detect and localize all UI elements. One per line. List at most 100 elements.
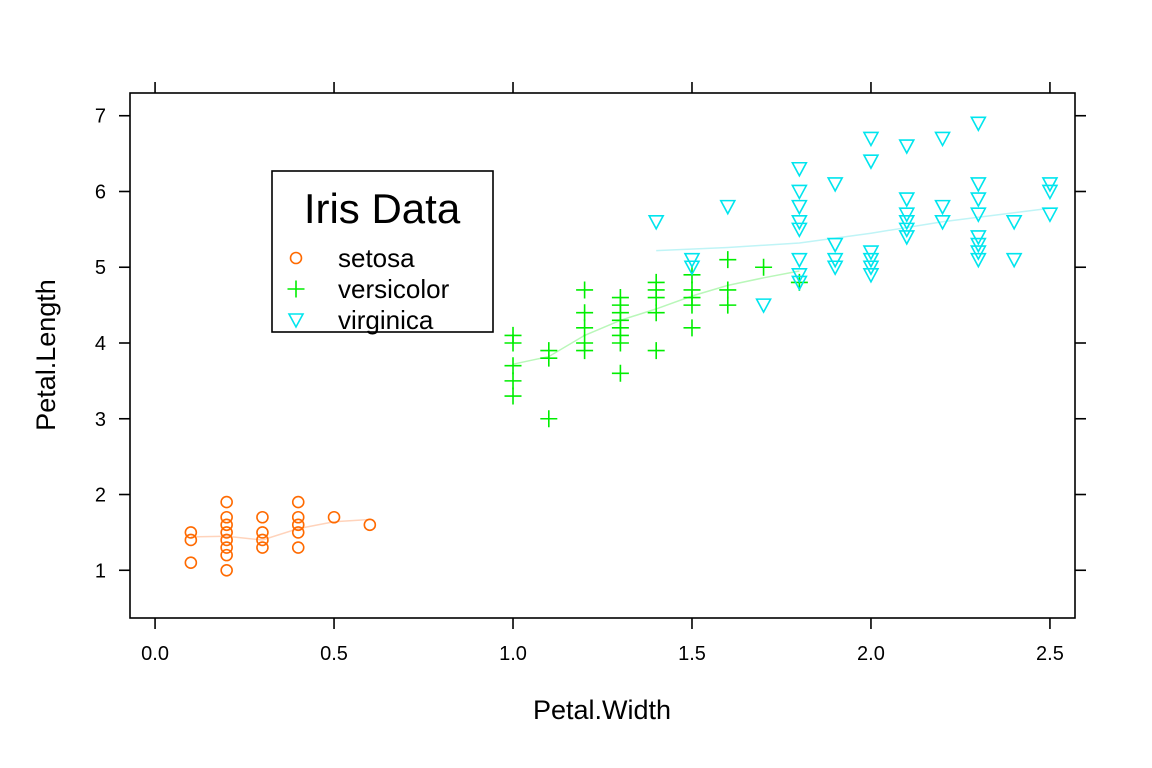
virginica-point [826, 252, 844, 269]
setosa-point [220, 526, 233, 539]
virginica-point [898, 222, 916, 239]
virginica-point [1005, 252, 1023, 269]
setosa-point [256, 510, 269, 524]
versicolor-point [647, 342, 665, 360]
virginica-point [970, 116, 987, 132]
setosa-point [291, 541, 305, 554]
virginica-smooth-line [656, 207, 1050, 252]
virginica-point [934, 199, 951, 216]
versicolor-point [576, 342, 594, 360]
versicolor-point [504, 357, 522, 375]
virginica-point [862, 131, 880, 148]
virginica-point [1041, 184, 1059, 201]
x-tick-label: 1.5 [678, 643, 706, 665]
setosa-point [291, 495, 305, 509]
setosa-point [184, 526, 198, 539]
versicolor-point [576, 319, 594, 337]
versicolor-point [683, 319, 701, 337]
versicolor-point [540, 410, 558, 428]
virginica-point [970, 207, 987, 223]
virginica-point [791, 184, 808, 201]
setosa-point [256, 541, 269, 554]
setosa-point [327, 510, 341, 524]
setosa-point [184, 533, 198, 547]
setosa-point [220, 495, 233, 509]
x-tick-label: 1.0 [499, 643, 527, 665]
setosa-point [291, 526, 305, 539]
virginica-point [862, 252, 880, 269]
virginica-point [970, 237, 987, 254]
versicolor-point [504, 372, 522, 390]
legend-virginica-label: virginica [338, 305, 434, 335]
plot-frame [129, 92, 1076, 619]
y-tick-label: 3 [95, 409, 106, 431]
versicolor-point [719, 281, 737, 299]
setosa-point [220, 510, 233, 524]
legend-setosa-label: setosa [338, 243, 415, 273]
virginica-point [898, 207, 916, 223]
x-tick-label: 0.0 [141, 643, 169, 665]
legend-box [271, 170, 494, 333]
versicolor-point [504, 334, 522, 352]
virginica-point [934, 214, 951, 231]
virginica-point [898, 192, 916, 208]
virginica-point [826, 260, 844, 276]
virginica-point [862, 260, 880, 276]
virginica-point [970, 230, 987, 246]
y-tick-label: 4 [95, 333, 106, 355]
virginica-point [970, 192, 987, 208]
versicolor-point [755, 258, 773, 276]
versicolor-point [576, 281, 594, 299]
setosa-point [220, 518, 233, 532]
virginica-point [1041, 177, 1059, 193]
virginica-point [862, 154, 880, 170]
x-tick-label: 2.0 [857, 643, 885, 665]
legend-virginica-marker [287, 313, 305, 329]
setosa-point [291, 518, 305, 532]
virginica-point [791, 222, 808, 239]
setosa-smooth-line [190, 518, 370, 541]
virginica-point [898, 230, 916, 246]
versicolor-point [611, 334, 629, 352]
virginica-point [898, 139, 916, 155]
virginica-point [791, 275, 808, 292]
setosa-point [220, 563, 233, 577]
versicolor-point [719, 296, 737, 314]
virginica-point [826, 177, 844, 193]
legend-versicolor-marker [287, 280, 305, 298]
versicolor-point [647, 289, 665, 307]
legend-title: Iris Data [304, 185, 461, 232]
virginica-point [898, 214, 916, 231]
setosa-point [184, 556, 198, 569]
virginica-point [791, 252, 808, 269]
x-tick-label: 2.5 [1036, 643, 1064, 665]
virginica-point [970, 245, 987, 261]
virginica-point [970, 252, 987, 269]
setosa-point [220, 541, 233, 554]
virginica-point [647, 214, 665, 231]
virginica-point [862, 245, 880, 261]
virginica-point [791, 268, 808, 284]
setosa-point [291, 510, 305, 524]
virginica-point [683, 260, 701, 276]
virginica-point [755, 298, 772, 314]
y-tick-label: 1 [95, 560, 106, 582]
versicolor-point [540, 349, 558, 367]
y-axis-title: Petal.Length [31, 279, 61, 431]
y-tick-label: 7 [95, 106, 106, 128]
x-tick-label: 0.5 [320, 643, 348, 665]
setosa-point [256, 533, 269, 547]
y-tick-label: 6 [95, 181, 106, 203]
versicolor-point [719, 251, 737, 269]
versicolor-point [504, 387, 522, 405]
y-tick-label: 5 [95, 257, 106, 279]
x-axis-title: Petal.Width [533, 695, 671, 725]
virginica-point [862, 268, 880, 284]
setosa-point [256, 526, 269, 539]
setosa-point [363, 518, 377, 532]
versicolor-point [683, 296, 701, 314]
virginica-point [934, 131, 951, 148]
versicolor-point [576, 304, 594, 322]
